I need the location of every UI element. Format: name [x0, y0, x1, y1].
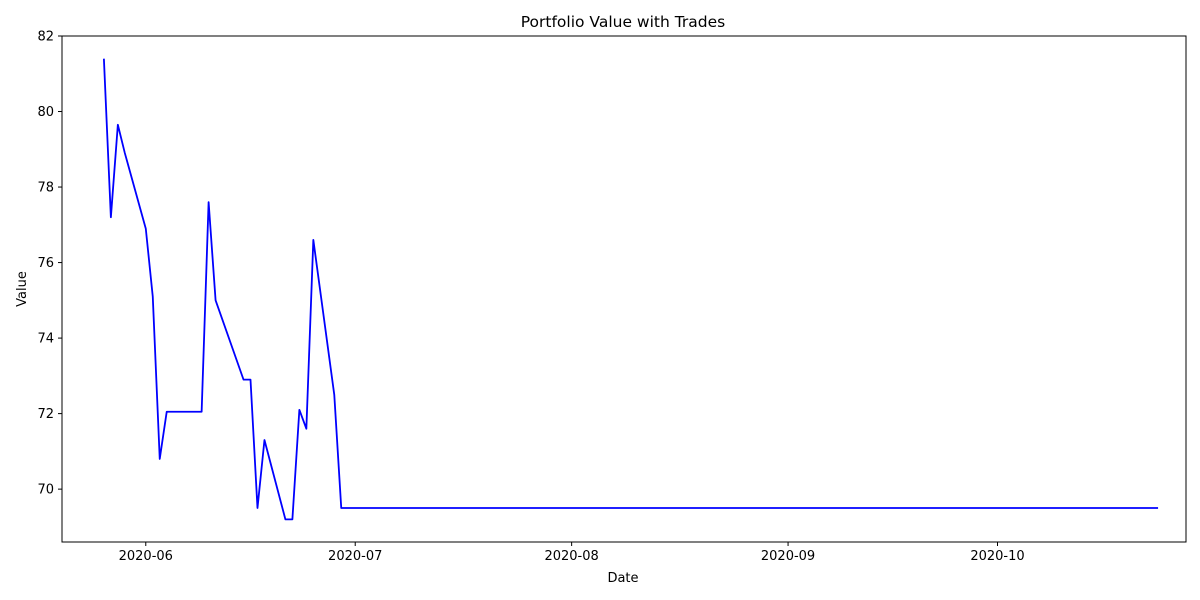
x-axis-ticks: 2020-06 2020-07 2020-08 2020-09 2020-10	[119, 542, 1025, 564]
series-line-0	[102, 58, 1159, 521]
axes-frame	[61, 35, 1187, 543]
y-tick-label: 78	[37, 181, 54, 196]
x-axis-title: Date	[607, 571, 638, 586]
y-tick-label: 70	[37, 483, 54, 498]
x-tick-label: 2020-06	[119, 549, 173, 564]
y-tick-label: 76	[37, 256, 54, 271]
y-axis-ticks: 70 72 74 76 78 80 82	[37, 30, 62, 498]
y-tick-label: 80	[37, 105, 54, 120]
y-tick-label: 74	[37, 332, 54, 347]
series-layer	[102, 58, 1159, 521]
y-axis-title: Value	[15, 271, 30, 307]
x-tick-label: 2020-08	[544, 549, 598, 564]
chart-title: Portfolio Value with Trades	[521, 13, 726, 31]
y-tick-label: 72	[37, 407, 54, 422]
x-tick-label: 2020-09	[761, 549, 815, 564]
x-tick-label: 2020-07	[328, 549, 382, 564]
plot-area	[61, 35, 1187, 543]
x-tick-label: 2020-10	[970, 549, 1024, 564]
y-tick-label: 82	[37, 30, 54, 45]
